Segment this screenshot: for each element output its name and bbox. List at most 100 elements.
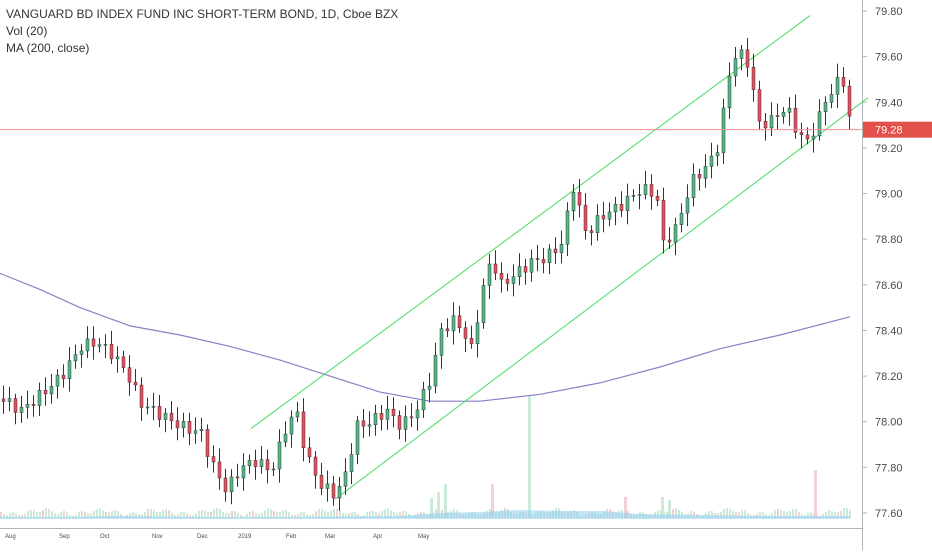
candle-body[interactable] <box>619 204 624 211</box>
candle-body[interactable] <box>721 107 726 153</box>
volume-indicator-label[interactable]: Vol (20) <box>6 24 48 38</box>
candle-body[interactable] <box>763 120 768 129</box>
candle-body[interactable] <box>607 211 612 220</box>
candle-body[interactable] <box>181 421 186 429</box>
candle-body[interactable] <box>37 390 42 406</box>
candle-body[interactable] <box>559 244 564 254</box>
candle-body[interactable] <box>79 350 84 355</box>
candle-body[interactable] <box>121 356 126 368</box>
candle-body[interactable] <box>163 412 168 420</box>
candle-body[interactable] <box>661 200 666 241</box>
candle-body[interactable] <box>493 263 498 274</box>
candle-body[interactable] <box>469 338 474 345</box>
candle-body[interactable] <box>301 411 306 449</box>
candle-body[interactable] <box>253 460 258 467</box>
candle-body[interactable] <box>7 398 12 402</box>
candle-body[interactable] <box>787 107 792 113</box>
candle-body[interactable] <box>193 430 198 434</box>
candle-body[interactable] <box>271 468 276 471</box>
candle-body[interactable] <box>757 89 762 122</box>
candle-body[interactable] <box>1 398 6 402</box>
candle-body[interactable] <box>229 476 234 493</box>
candle-body[interactable] <box>19 407 24 413</box>
candle-body[interactable] <box>841 77 846 87</box>
candle-body[interactable] <box>751 66 756 90</box>
candle-body[interactable] <box>73 354 78 362</box>
candle-body[interactable] <box>325 483 330 489</box>
candle-body[interactable] <box>421 388 426 411</box>
candle-body[interactable] <box>523 266 528 273</box>
candle-body[interactable] <box>679 212 684 225</box>
candle-body[interactable] <box>235 476 240 479</box>
candle-body[interactable] <box>433 354 438 387</box>
candle-body[interactable] <box>541 259 546 264</box>
candle-body[interactable] <box>529 258 534 273</box>
candle-body[interactable] <box>685 197 690 214</box>
candle-body[interactable] <box>397 415 402 430</box>
candle-body[interactable] <box>13 398 18 413</box>
candle-body[interactable] <box>283 433 288 443</box>
candle-body[interactable] <box>31 404 36 406</box>
candle-body[interactable] <box>733 58 738 77</box>
candle-body[interactable] <box>535 258 540 260</box>
candle-body[interactable] <box>769 115 774 129</box>
candle-body[interactable] <box>511 276 516 284</box>
candle-body[interactable] <box>361 420 366 427</box>
candle-body[interactable] <box>175 420 180 429</box>
candle-body[interactable] <box>547 248 552 264</box>
candle-body[interactable] <box>775 115 780 117</box>
candle-body[interactable] <box>307 447 312 458</box>
candle-body[interactable] <box>55 374 60 387</box>
candle-body[interactable] <box>835 77 840 95</box>
candle-body[interactable] <box>625 195 630 211</box>
candle-body[interactable] <box>697 174 702 179</box>
candle-body[interactable] <box>91 338 96 347</box>
candle-body[interactable] <box>145 406 150 409</box>
candle-body[interactable] <box>445 328 450 332</box>
candle-body[interactable] <box>43 390 48 395</box>
candle-body[interactable] <box>745 49 750 68</box>
candle-body[interactable] <box>451 315 456 332</box>
candle-body[interactable] <box>205 429 210 457</box>
candle-body[interactable] <box>631 195 636 197</box>
candle-body[interactable] <box>265 459 270 471</box>
last-price-tag[interactable] <box>863 121 932 138</box>
candle-body[interactable] <box>223 477 228 493</box>
candle-body[interactable] <box>823 102 828 112</box>
candle-body[interactable] <box>715 152 720 157</box>
candle-body[interactable] <box>799 132 804 135</box>
candle-body[interactable] <box>217 461 222 479</box>
candle-body[interactable] <box>385 408 390 420</box>
candle-body[interactable] <box>241 465 246 479</box>
candle-body[interactable] <box>331 483 336 499</box>
candle-body[interactable] <box>25 404 30 408</box>
symbol-title[interactable]: VANGUARD BD INDEX FUND INC SHORT-TERM BO… <box>6 7 399 21</box>
candle-body[interactable] <box>457 315 462 328</box>
plot-area[interactable] <box>0 0 862 528</box>
candle-body[interactable] <box>649 184 654 197</box>
candle-body[interactable] <box>811 135 816 140</box>
candle-body[interactable] <box>709 155 714 167</box>
candle-body[interactable] <box>391 408 396 416</box>
candle-body[interactable] <box>85 338 90 352</box>
candle-body[interactable] <box>817 111 822 137</box>
candle-body[interactable] <box>67 360 72 379</box>
candle-body[interactable] <box>463 327 468 339</box>
moving-average-label[interactable]: MA (200, close) <box>6 41 90 55</box>
candle-body[interactable] <box>211 456 216 463</box>
candle-body[interactable] <box>481 285 486 324</box>
candle-body[interactable] <box>583 204 588 231</box>
candle-body[interactable] <box>115 356 120 360</box>
candle-body[interactable] <box>373 413 378 425</box>
candle-body[interactable] <box>247 460 252 466</box>
candle-body[interactable] <box>61 374 66 380</box>
candle-body[interactable] <box>781 112 786 117</box>
candle-body[interactable] <box>151 406 156 408</box>
candle-body[interactable] <box>343 471 348 487</box>
candle-body[interactable] <box>277 441 282 470</box>
candle-body[interactable] <box>499 272 504 280</box>
candle-body[interactable] <box>319 475 324 489</box>
candle-body[interactable] <box>643 184 648 195</box>
candle-body[interactable] <box>571 192 576 212</box>
candle-body[interactable] <box>589 230 594 233</box>
